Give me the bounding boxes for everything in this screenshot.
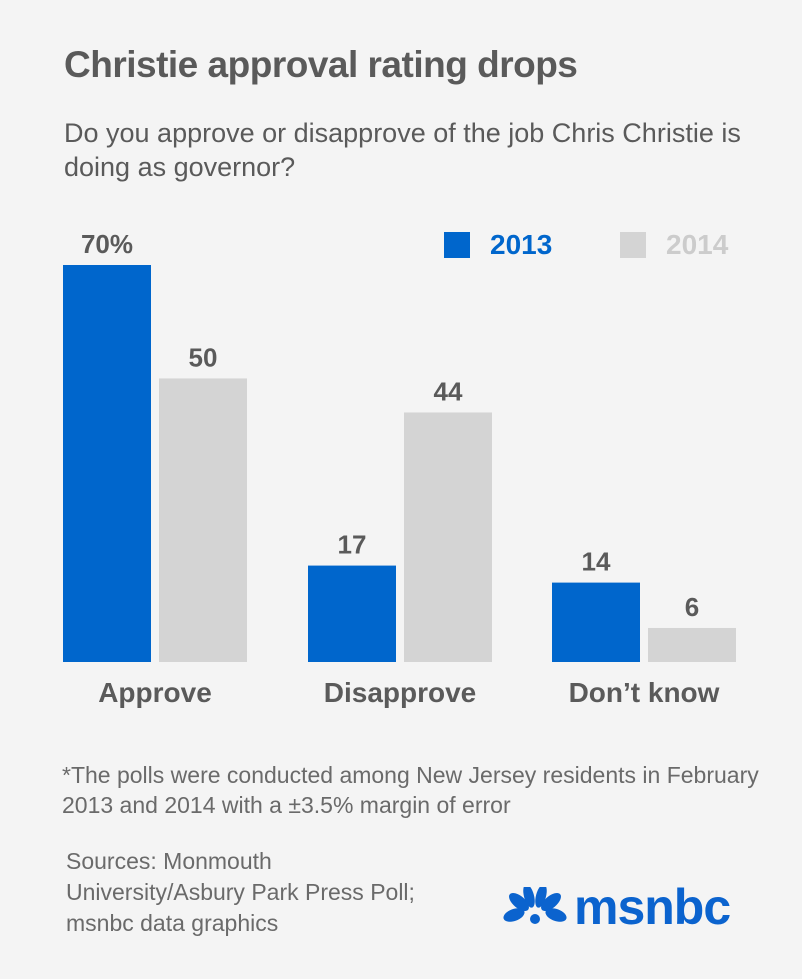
legend-label-2014: 2014 [666,229,729,260]
legend-swatch-2013 [444,232,470,258]
data-label-2014-0: 50 [189,342,218,372]
data-label-2014-2: 6 [685,592,699,622]
category-label-2: Don’t know [569,677,720,708]
data-label-2013-1: 17 [338,530,367,560]
peacock-icon [503,887,567,924]
data-label-2013-0: 70% [81,229,133,259]
chart-title: Christie approval rating drops [64,44,578,85]
bar-2014-0 [159,378,247,662]
bar-2013-1 [308,565,396,662]
msnbc-logo: msnbc [502,879,731,935]
bar-2014-2 [648,627,736,662]
legend-label-2013: 2013 [490,229,553,260]
bar-2014-1 [404,412,492,662]
data-label-2013-2: 14 [582,547,611,577]
category-label-1: Disapprove [324,677,477,708]
chart-subtitle: Do you approve or disapprove of the job … [64,118,741,182]
legend-item-2014: 2014 [620,228,728,262]
bar-chart: 70% 50 Approve 17 44 Disapprove 14 6 Don’t know [63,229,736,708]
bar-2013-2 [552,582,640,662]
legend-item-2013: 2013 [444,228,552,262]
legend-swatch-2014 [620,232,646,258]
data-label-2014-1: 44 [434,376,463,406]
msnbc-wordmark: msnbc [574,879,731,935]
bar-2013-0 [63,265,151,662]
footnote: *The polls were conducted among New Jers… [62,762,759,818]
category-label-0: Approve [98,677,212,708]
sources-note: Sources: Monmouth University/Asbury Park… [66,848,415,936]
